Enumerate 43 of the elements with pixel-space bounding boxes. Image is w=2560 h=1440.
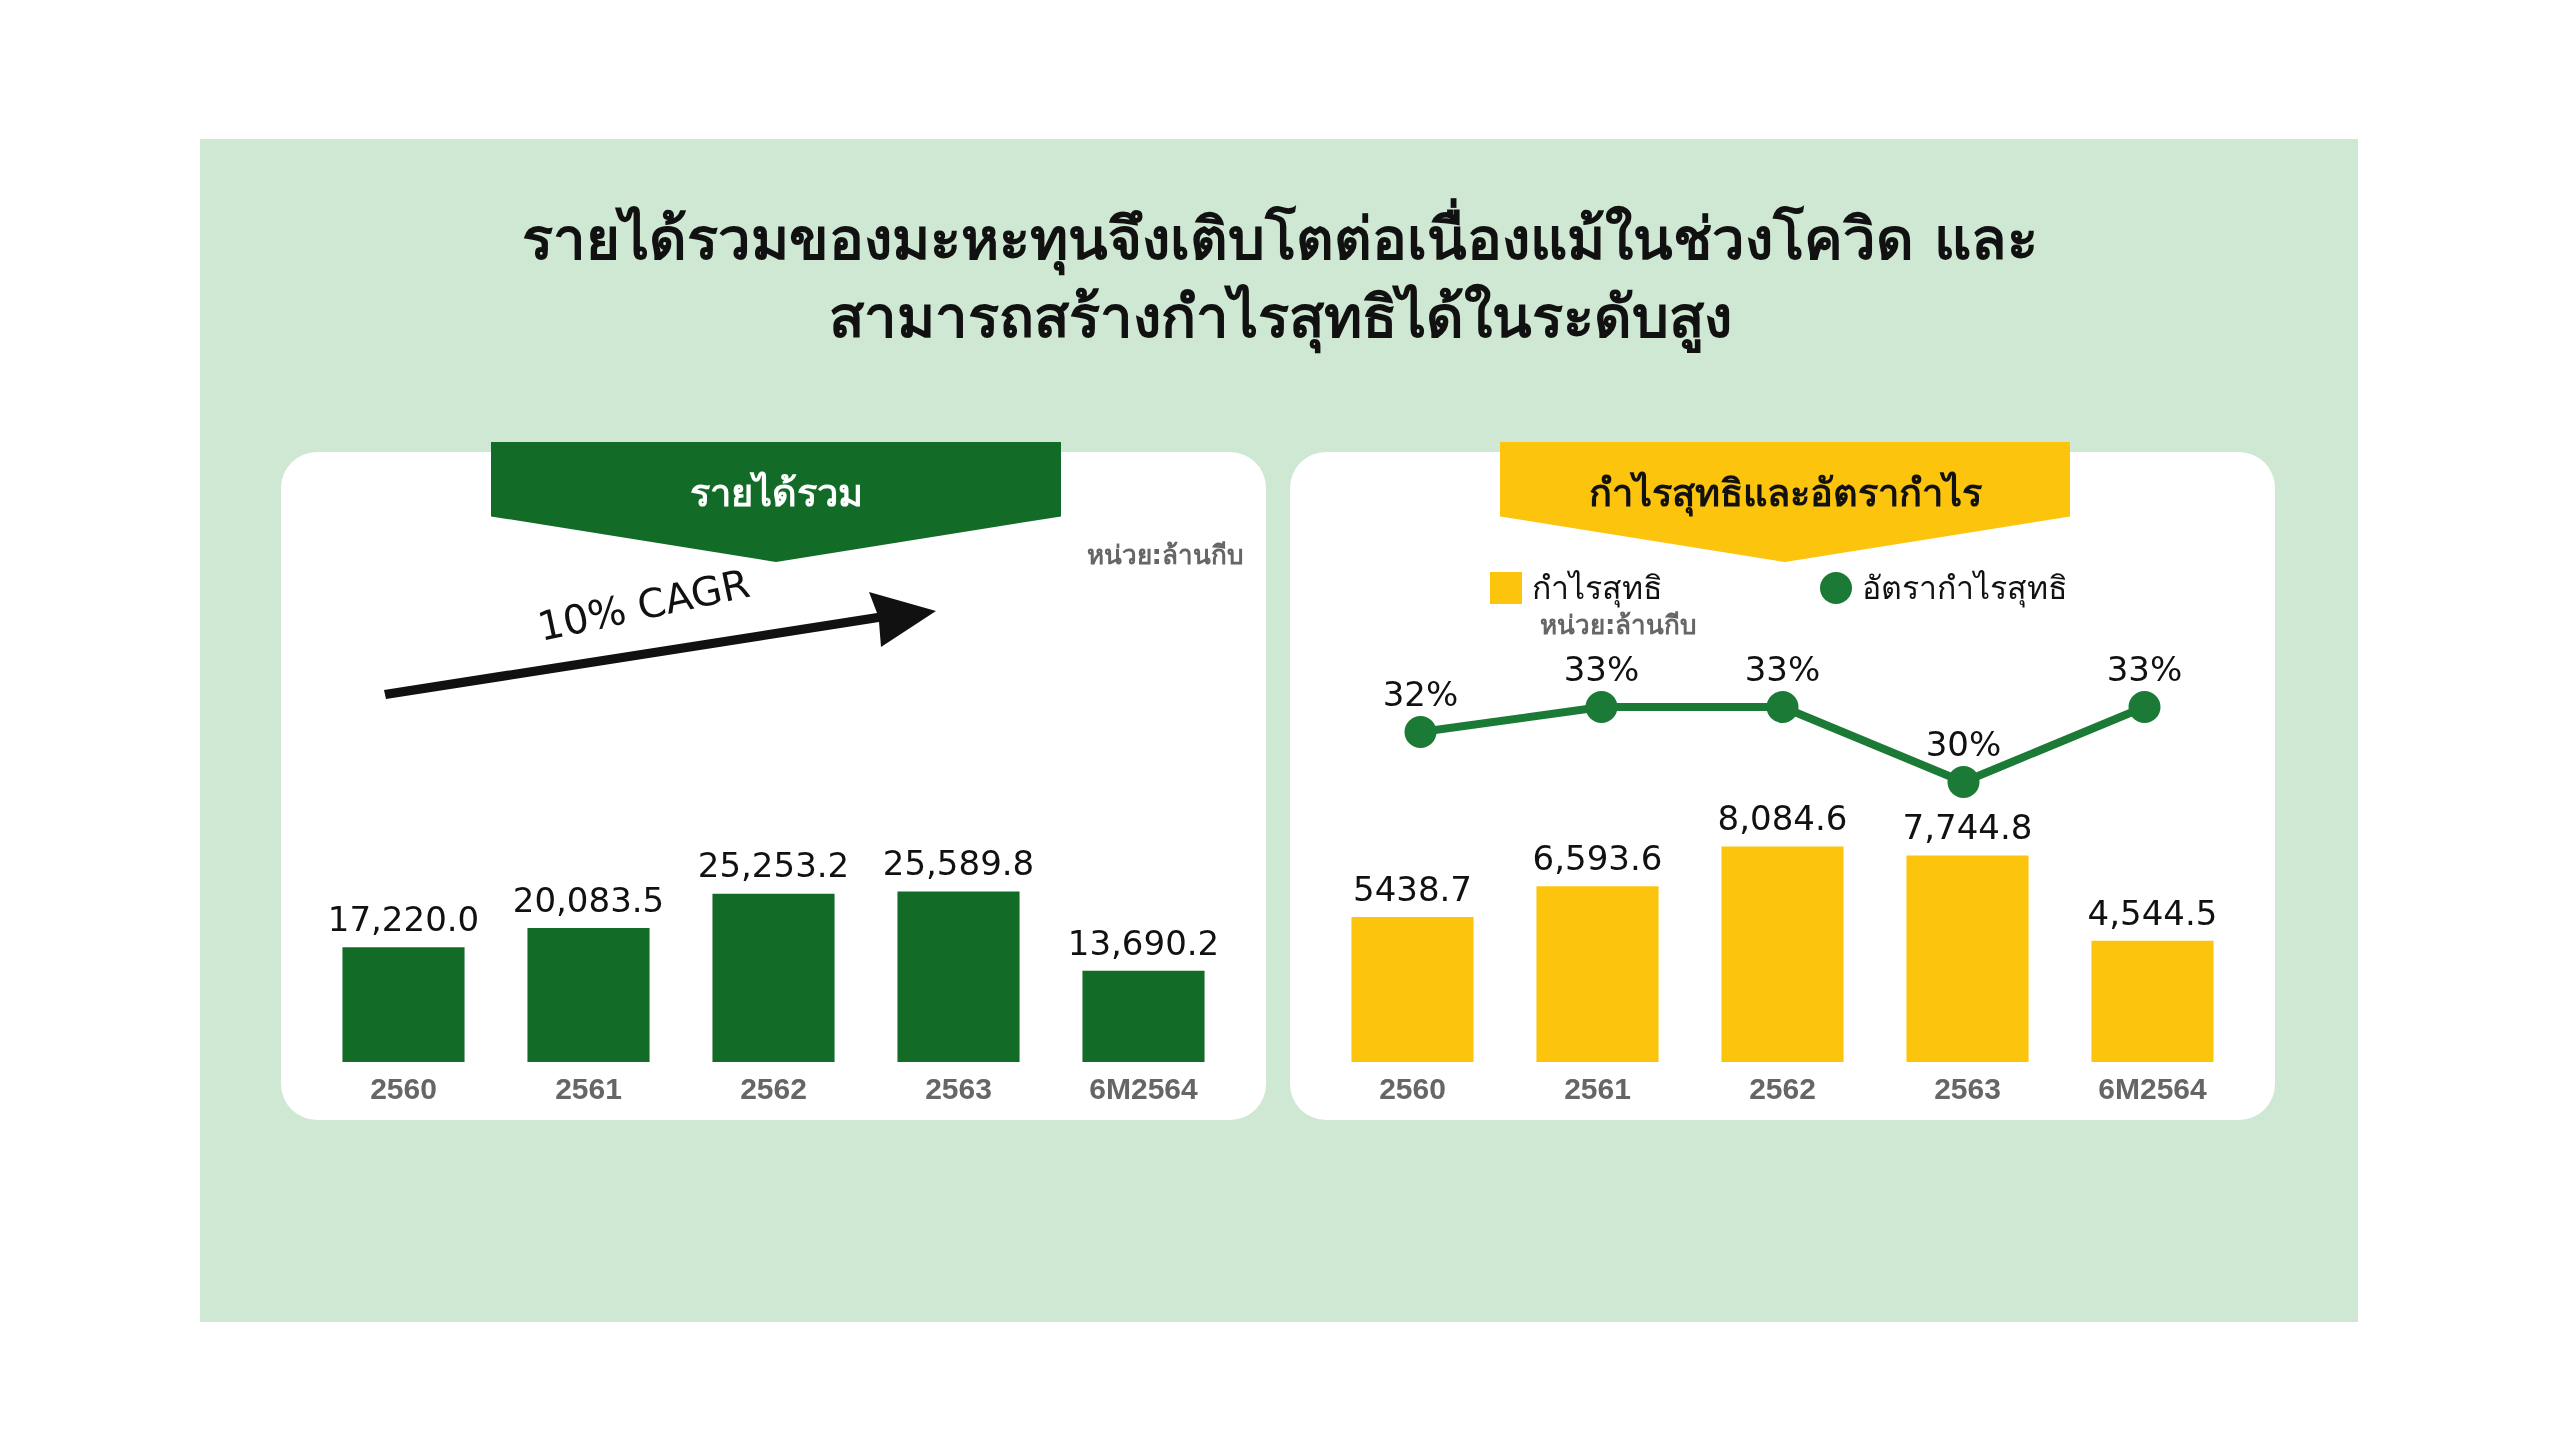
x-tick-label: 2562 (740, 1072, 807, 1106)
x-tick-label: 6M2564 (1089, 1072, 1199, 1106)
x-tick-label: 2563 (1934, 1072, 2001, 1106)
bar (527, 928, 650, 1062)
text: 10% CAGR (533, 560, 754, 650)
data-label: 30% (1925, 723, 2002, 764)
data-label: 8,084.6 (1717, 798, 1848, 839)
chart-subtitle: รายได้รวม (491, 442, 1061, 562)
x-tick-label: 2560 (1379, 1072, 1446, 1106)
chart-title: กำไรสุทธิและอัตรากำไร (1500, 442, 2070, 562)
data-label: 20,083.5 (512, 879, 665, 920)
data-label: 5438.7 (1353, 868, 1472, 909)
data-label: 6,593.6 (1532, 838, 1663, 878)
bar (1721, 846, 1844, 1062)
data-label: 33% (1744, 648, 1821, 689)
data-label: 32% (1382, 673, 1459, 714)
x-tick-label: 2563 (925, 1072, 992, 1106)
text: หน่วย:ล้านกีบ (1540, 610, 1698, 640)
data-label: 33% (1563, 648, 1640, 689)
text: หน่วย:ล้านกีบ (1086, 539, 1244, 572)
x-tick-label: 6M2564 (2098, 1072, 2208, 1106)
bar (1351, 916, 1474, 1062)
bar (1536, 886, 1659, 1062)
x-tick-label: 2560 (370, 1072, 437, 1106)
legend-label: กำไรสุทธิ (1532, 569, 1663, 607)
data-label: 33% (2106, 648, 2183, 689)
bar (712, 893, 835, 1062)
x-tick-label: 2561 (555, 1072, 622, 1106)
bar (2091, 940, 2214, 1062)
bar (1082, 970, 1205, 1062)
legend-label: อัตรากำไรสุทธิ (1862, 568, 2068, 610)
x-tick-label: 2562 (1749, 1072, 1816, 1106)
data-label: 25,253.2 (697, 845, 850, 886)
data-label: 25,589.8 (882, 843, 1035, 884)
data-label: 17,220.0 (327, 899, 480, 940)
data-label: 13,690.2 (1067, 922, 1220, 963)
bar (897, 891, 1020, 1062)
x-tick-label: 2561 (1564, 1072, 1631, 1106)
data-label: 4,544.5 (2087, 892, 2218, 933)
data-label: 7,744.8 (1902, 807, 2033, 848)
chart-title: รายได้รวมของมะหะทุนจึงเติบโตต่อเนื่องแม้ในช่วงโควิด และสามารถสร้างกำไรสุทธิได้ในระดับสูง (520, 200, 2040, 356)
bar (1906, 855, 2029, 1062)
bar (342, 947, 465, 1062)
